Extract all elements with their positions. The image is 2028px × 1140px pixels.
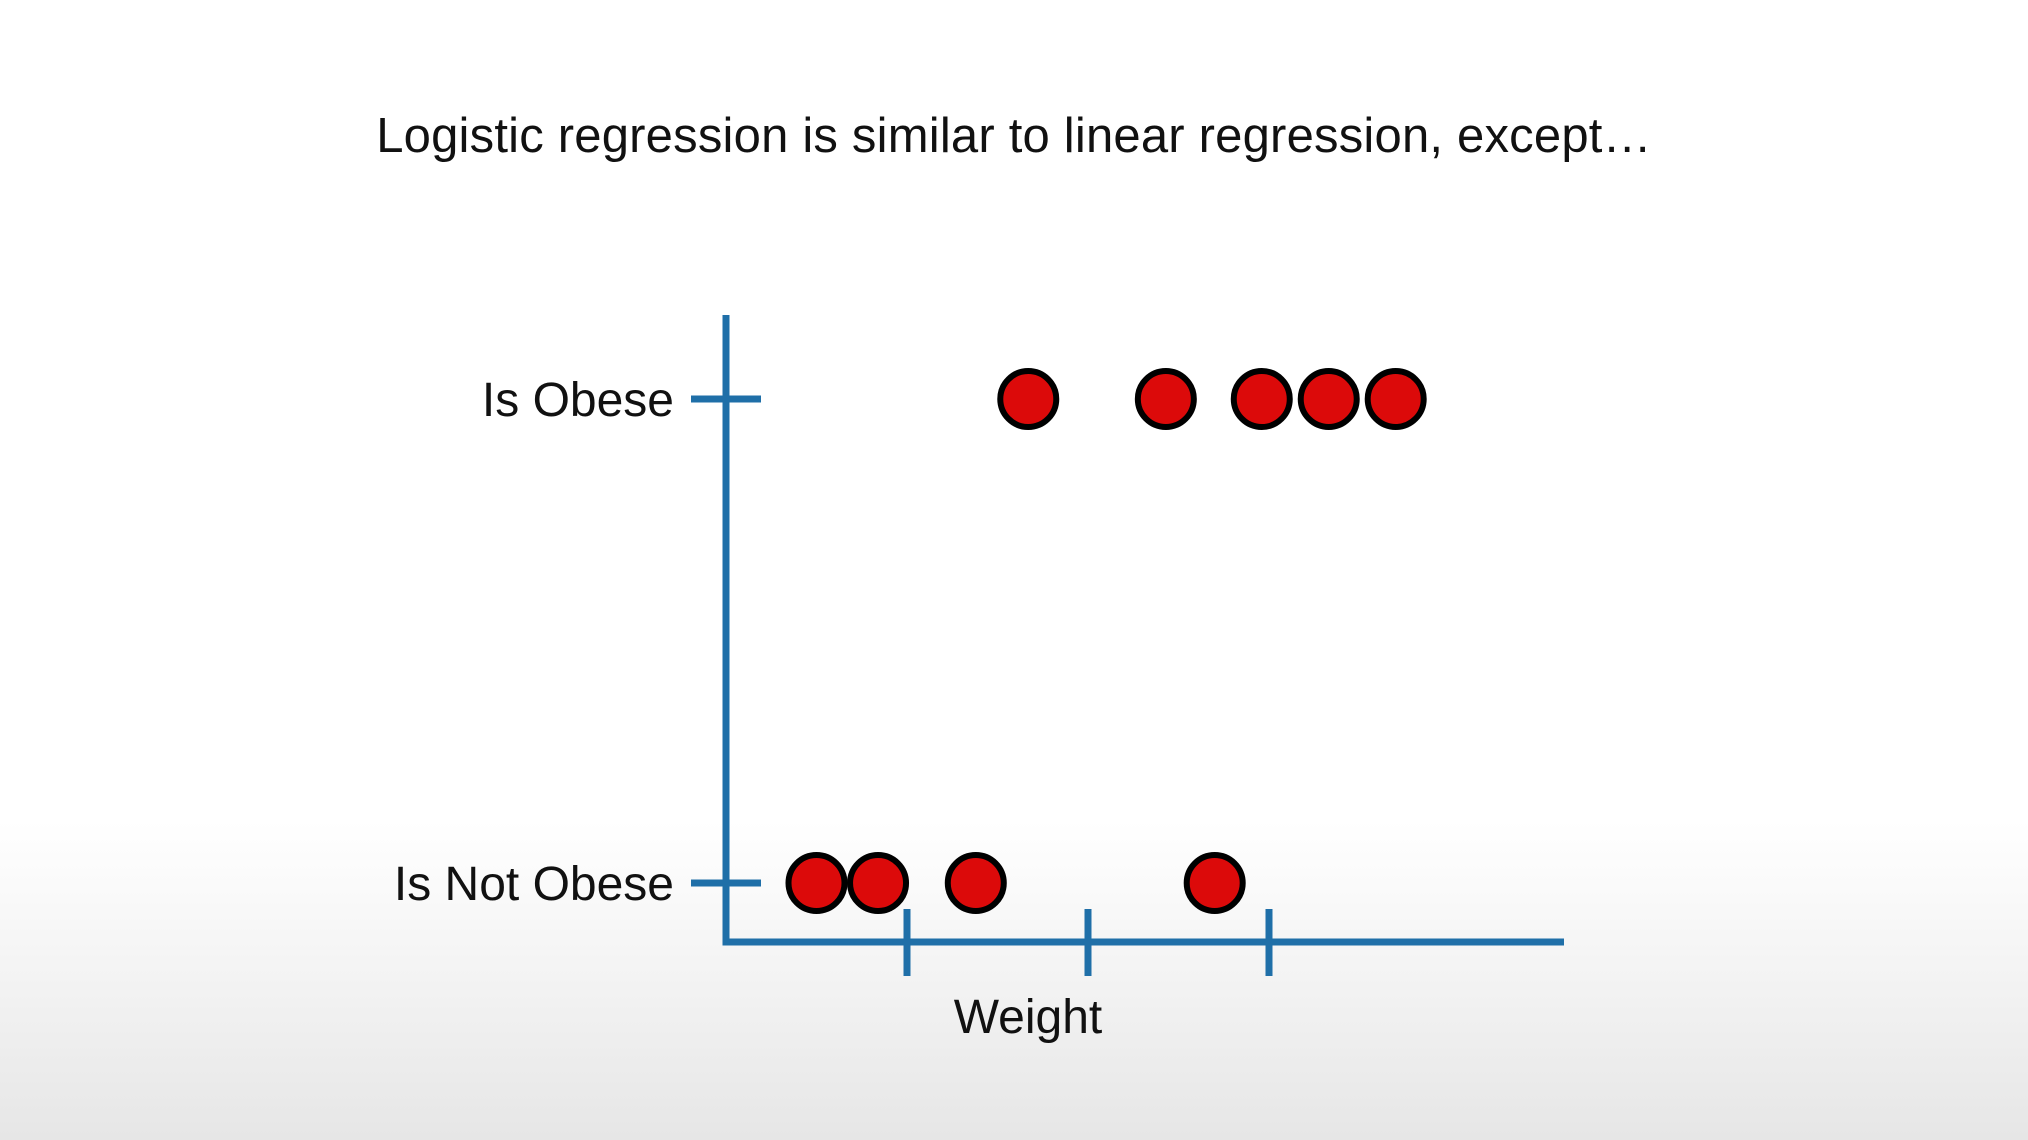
data-point <box>997 368 1060 430</box>
x-axis-ticks <box>903 909 1273 976</box>
data-point <box>1297 368 1360 430</box>
data-points <box>785 368 1427 914</box>
y-tick-label-1: Is Obese <box>482 374 674 427</box>
data-point <box>1134 368 1197 430</box>
data-point <box>944 852 1007 914</box>
data-point <box>1230 368 1293 430</box>
slide-title: Logistic regression is similar to linear… <box>376 109 1652 163</box>
data-point <box>1364 368 1427 430</box>
data-point <box>785 852 848 914</box>
x-axis-title: Weight <box>954 991 1103 1044</box>
y-axis-ticks: Is Not Obese Is Obese <box>394 374 761 911</box>
data-point <box>847 852 910 914</box>
data-point <box>1183 852 1246 914</box>
y-tick-label-0: Is Not Obese <box>394 858 674 911</box>
